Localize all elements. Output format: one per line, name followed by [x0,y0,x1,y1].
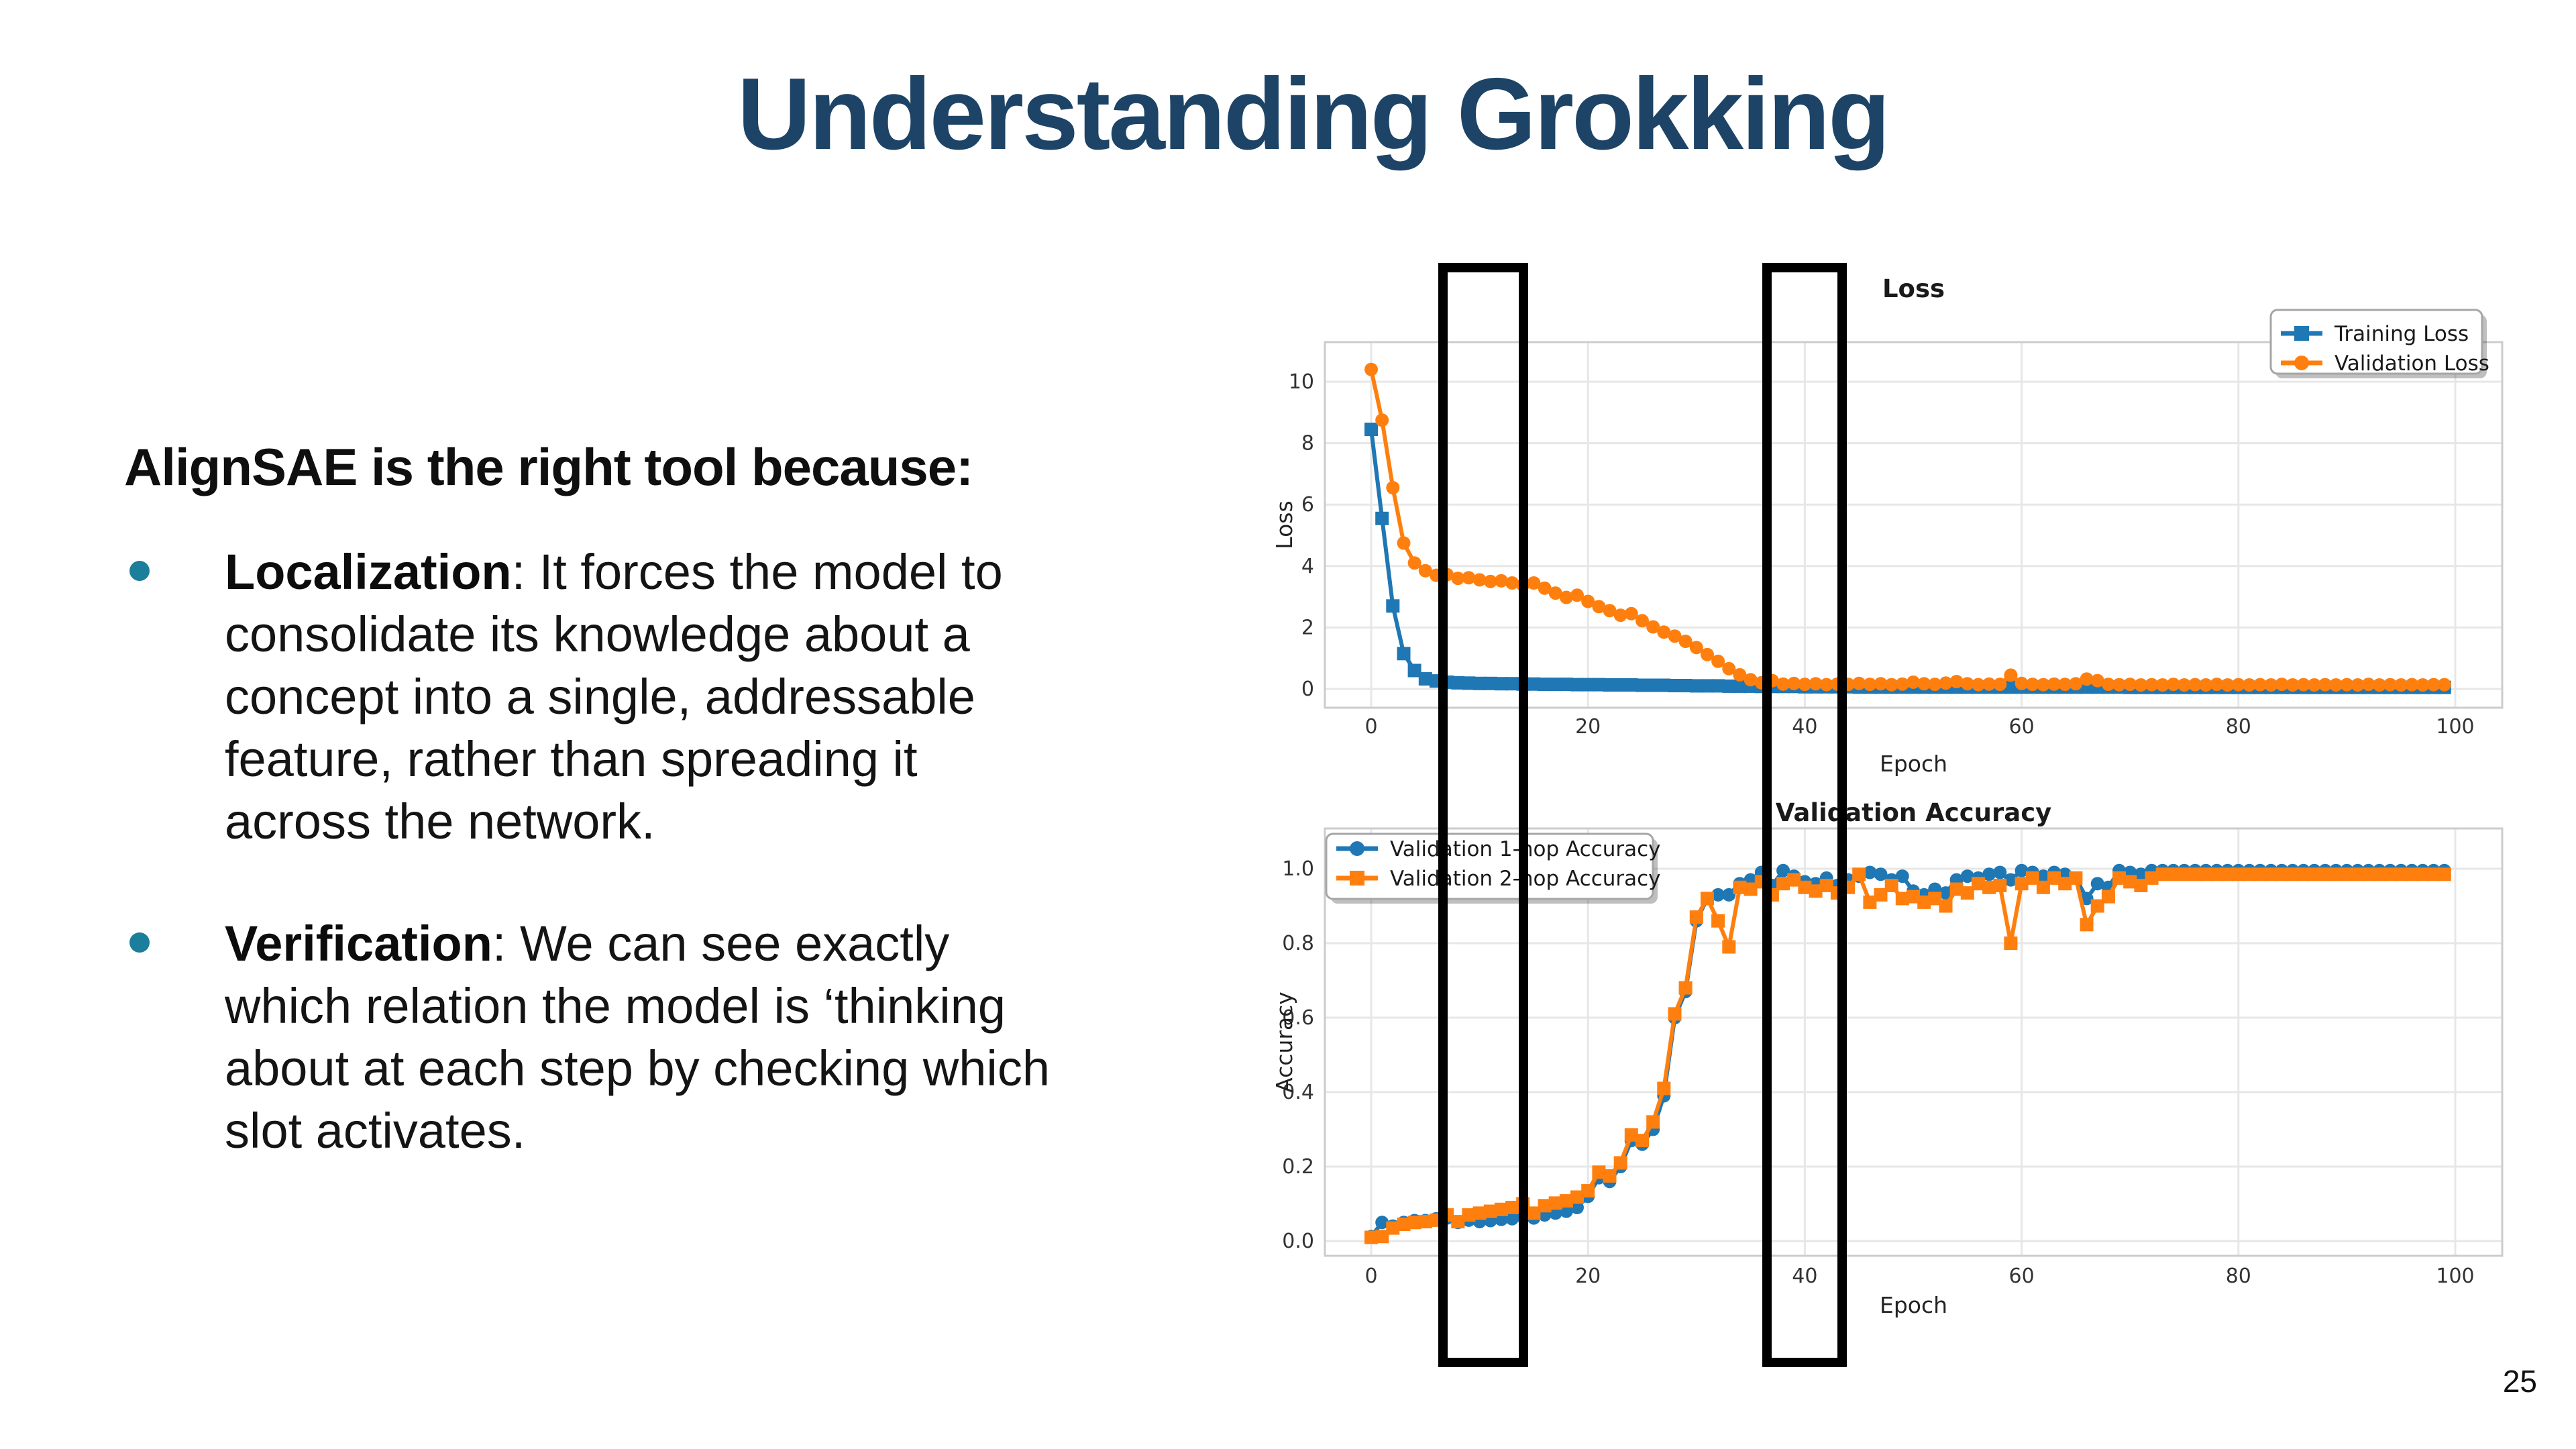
highlight-box-grokking-epochs [1762,263,1847,1367]
svg-text:0.8: 0.8 [1282,932,1314,955]
bullet-line: concept into a single, addressable [225,669,975,724]
bullet-line: feature, rather than spreading it [225,731,918,787]
svg-text:Epoch: Epoch [1880,751,1947,777]
bullet-line: about at each step by checking which [225,1040,1050,1096]
bullet-line: which relation the model is ‘thinking [225,978,1006,1034]
svg-text:100: 100 [2436,1265,2474,1288]
page-number: 25 [2502,1364,2537,1399]
section-heading: AlignSAE is the right tool because: [124,437,973,496]
svg-text:Validation Loss: Validation Loss [2334,352,2489,376]
svg-text:40: 40 [1792,715,1817,739]
svg-text:0.6: 0.6 [1282,1006,1314,1030]
highlight-box-early-epochs [1438,263,1528,1367]
svg-text:40: 40 [1792,1265,1817,1288]
svg-text:60: 60 [2009,1265,2035,1288]
bullet-lead: Localization [225,544,512,600]
bullet-dot-icon [129,561,150,581]
svg-text:4: 4 [1301,555,1314,578]
svg-text:0: 0 [1364,1265,1377,1288]
slide-title: Understanding Grokking [737,57,1890,171]
bullet-text: Verification: We can see exactly which r… [225,912,1050,1162]
svg-text:80: 80 [2226,715,2251,739]
svg-text:0.2: 0.2 [1282,1155,1314,1179]
svg-text:8: 8 [1301,432,1314,455]
svg-text:20: 20 [1575,715,1601,739]
svg-text:Loss: Loss [1271,500,1297,549]
svg-text:0.4: 0.4 [1282,1081,1314,1104]
svg-text:2: 2 [1301,616,1314,639]
svg-text:Loss: Loss [1882,274,1945,303]
bullet-line: consolidate its knowledge about a [225,606,970,662]
svg-text:1.0: 1.0 [1282,857,1314,881]
svg-text:0: 0 [1301,678,1314,701]
bullet-list: Localization: It forces the model to con… [124,541,1224,1222]
bullet-line: Verification: We can see exactly [225,912,1050,975]
bullet-lead: Verification [225,916,492,971]
svg-text:100: 100 [2436,715,2474,739]
svg-text:0.0: 0.0 [1282,1230,1314,1253]
bullet-line: Localization: It forces the model to [225,541,1003,603]
svg-text:60: 60 [2009,715,2035,739]
bullet-line: slot activates. [225,1103,526,1159]
bullet-line: across the network. [225,794,655,849]
svg-text:Accuracy: Accuracy [1271,991,1297,1093]
bullet-lead-rest: : It forces the model to [511,544,1003,600]
svg-text:0: 0 [1364,715,1377,739]
svg-text:Validation Accuracy: Validation Accuracy [1776,798,2052,827]
svg-text:10: 10 [1289,370,1314,394]
svg-text:80: 80 [2226,1265,2251,1288]
bullet-localization: Localization: It forces the model to con… [124,541,1224,853]
bullet-lead-rest: : We can see exactly [492,916,950,971]
svg-text:Epoch: Epoch [1880,1292,1947,1318]
bullet-dot-icon [129,932,150,953]
svg-text:Training Loss: Training Loss [2334,322,2469,346]
svg-text:6: 6 [1301,493,1314,517]
bullet-text: Localization: It forces the model to con… [225,541,1003,853]
svg-text:20: 20 [1575,1265,1601,1288]
bullet-verification: Verification: We can see exactly which r… [124,912,1224,1162]
